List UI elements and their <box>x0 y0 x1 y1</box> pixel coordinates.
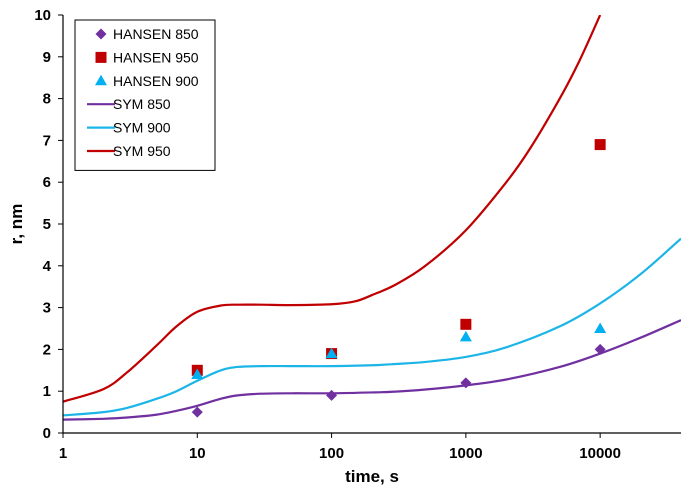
legend-marker-hansen-950 <box>95 51 107 63</box>
y-tick-label: 3 <box>43 300 51 317</box>
legend-label-hansen-850: HANSEN 850 <box>113 26 199 42</box>
data-point-hansen-900 <box>459 330 472 342</box>
x-tick-label: 100 <box>319 445 344 462</box>
x-axis-title: time, s <box>345 467 399 486</box>
data-point-hansen-900 <box>594 322 607 333</box>
legend-marker-hansen-850 <box>95 28 107 40</box>
x-tick-label: 10 <box>189 445 206 462</box>
data-point-hansen-850 <box>191 406 203 418</box>
data-point-hansen-900 <box>191 368 204 379</box>
data-point-hansen-950 <box>594 139 606 151</box>
y-tick-label: 9 <box>43 49 51 66</box>
y-tick-label: 4 <box>43 258 52 275</box>
legend-label-sym-850: SYM 850 <box>113 96 171 112</box>
plot-lines <box>63 15 681 421</box>
legend-label-sym-900: SYM 900 <box>113 120 171 136</box>
series-line-sym-850 <box>63 319 681 421</box>
data-point-hansen-850 <box>326 389 338 401</box>
y-tick-label: 2 <box>43 341 51 358</box>
legend: HANSEN 850 HANSEN 950 HANSEN 900 SYM 850 SYM… <box>74 19 216 171</box>
data-point-hansen-850 <box>594 343 606 355</box>
data-point-hansen-950 <box>460 318 472 330</box>
y-tick-label: 5 <box>43 216 51 233</box>
legend-box <box>74 19 216 171</box>
legend-label-hansen-900: HANSEN 900 <box>113 73 199 89</box>
y-tick-label: 10 <box>34 7 51 24</box>
y-tick-label: 7 <box>43 132 51 149</box>
x-tick-label: 1 <box>59 445 67 462</box>
y-tick-label: 8 <box>43 91 51 108</box>
legend-label-sym-950: SYM 950 <box>113 143 171 159</box>
y-tick-label: 0 <box>43 425 51 442</box>
data-point-hansen-850 <box>460 377 472 389</box>
x-tick-label: 1000 <box>449 445 482 462</box>
legend-marker-hansen-900 <box>95 74 107 86</box>
plot-points <box>191 139 607 418</box>
y-axis-title: r, nm <box>7 204 26 245</box>
x-tick-label: 10000 <box>579 445 621 462</box>
legend-label-hansen-950: HANSEN 950 <box>113 49 199 65</box>
y-tick-label: 6 <box>43 174 51 191</box>
y-tick-label: 1 <box>43 383 51 400</box>
data-point-hansen-900 <box>325 347 338 359</box>
series-line-sym-950 <box>63 15 602 403</box>
series-line-sym-900 <box>63 237 681 417</box>
